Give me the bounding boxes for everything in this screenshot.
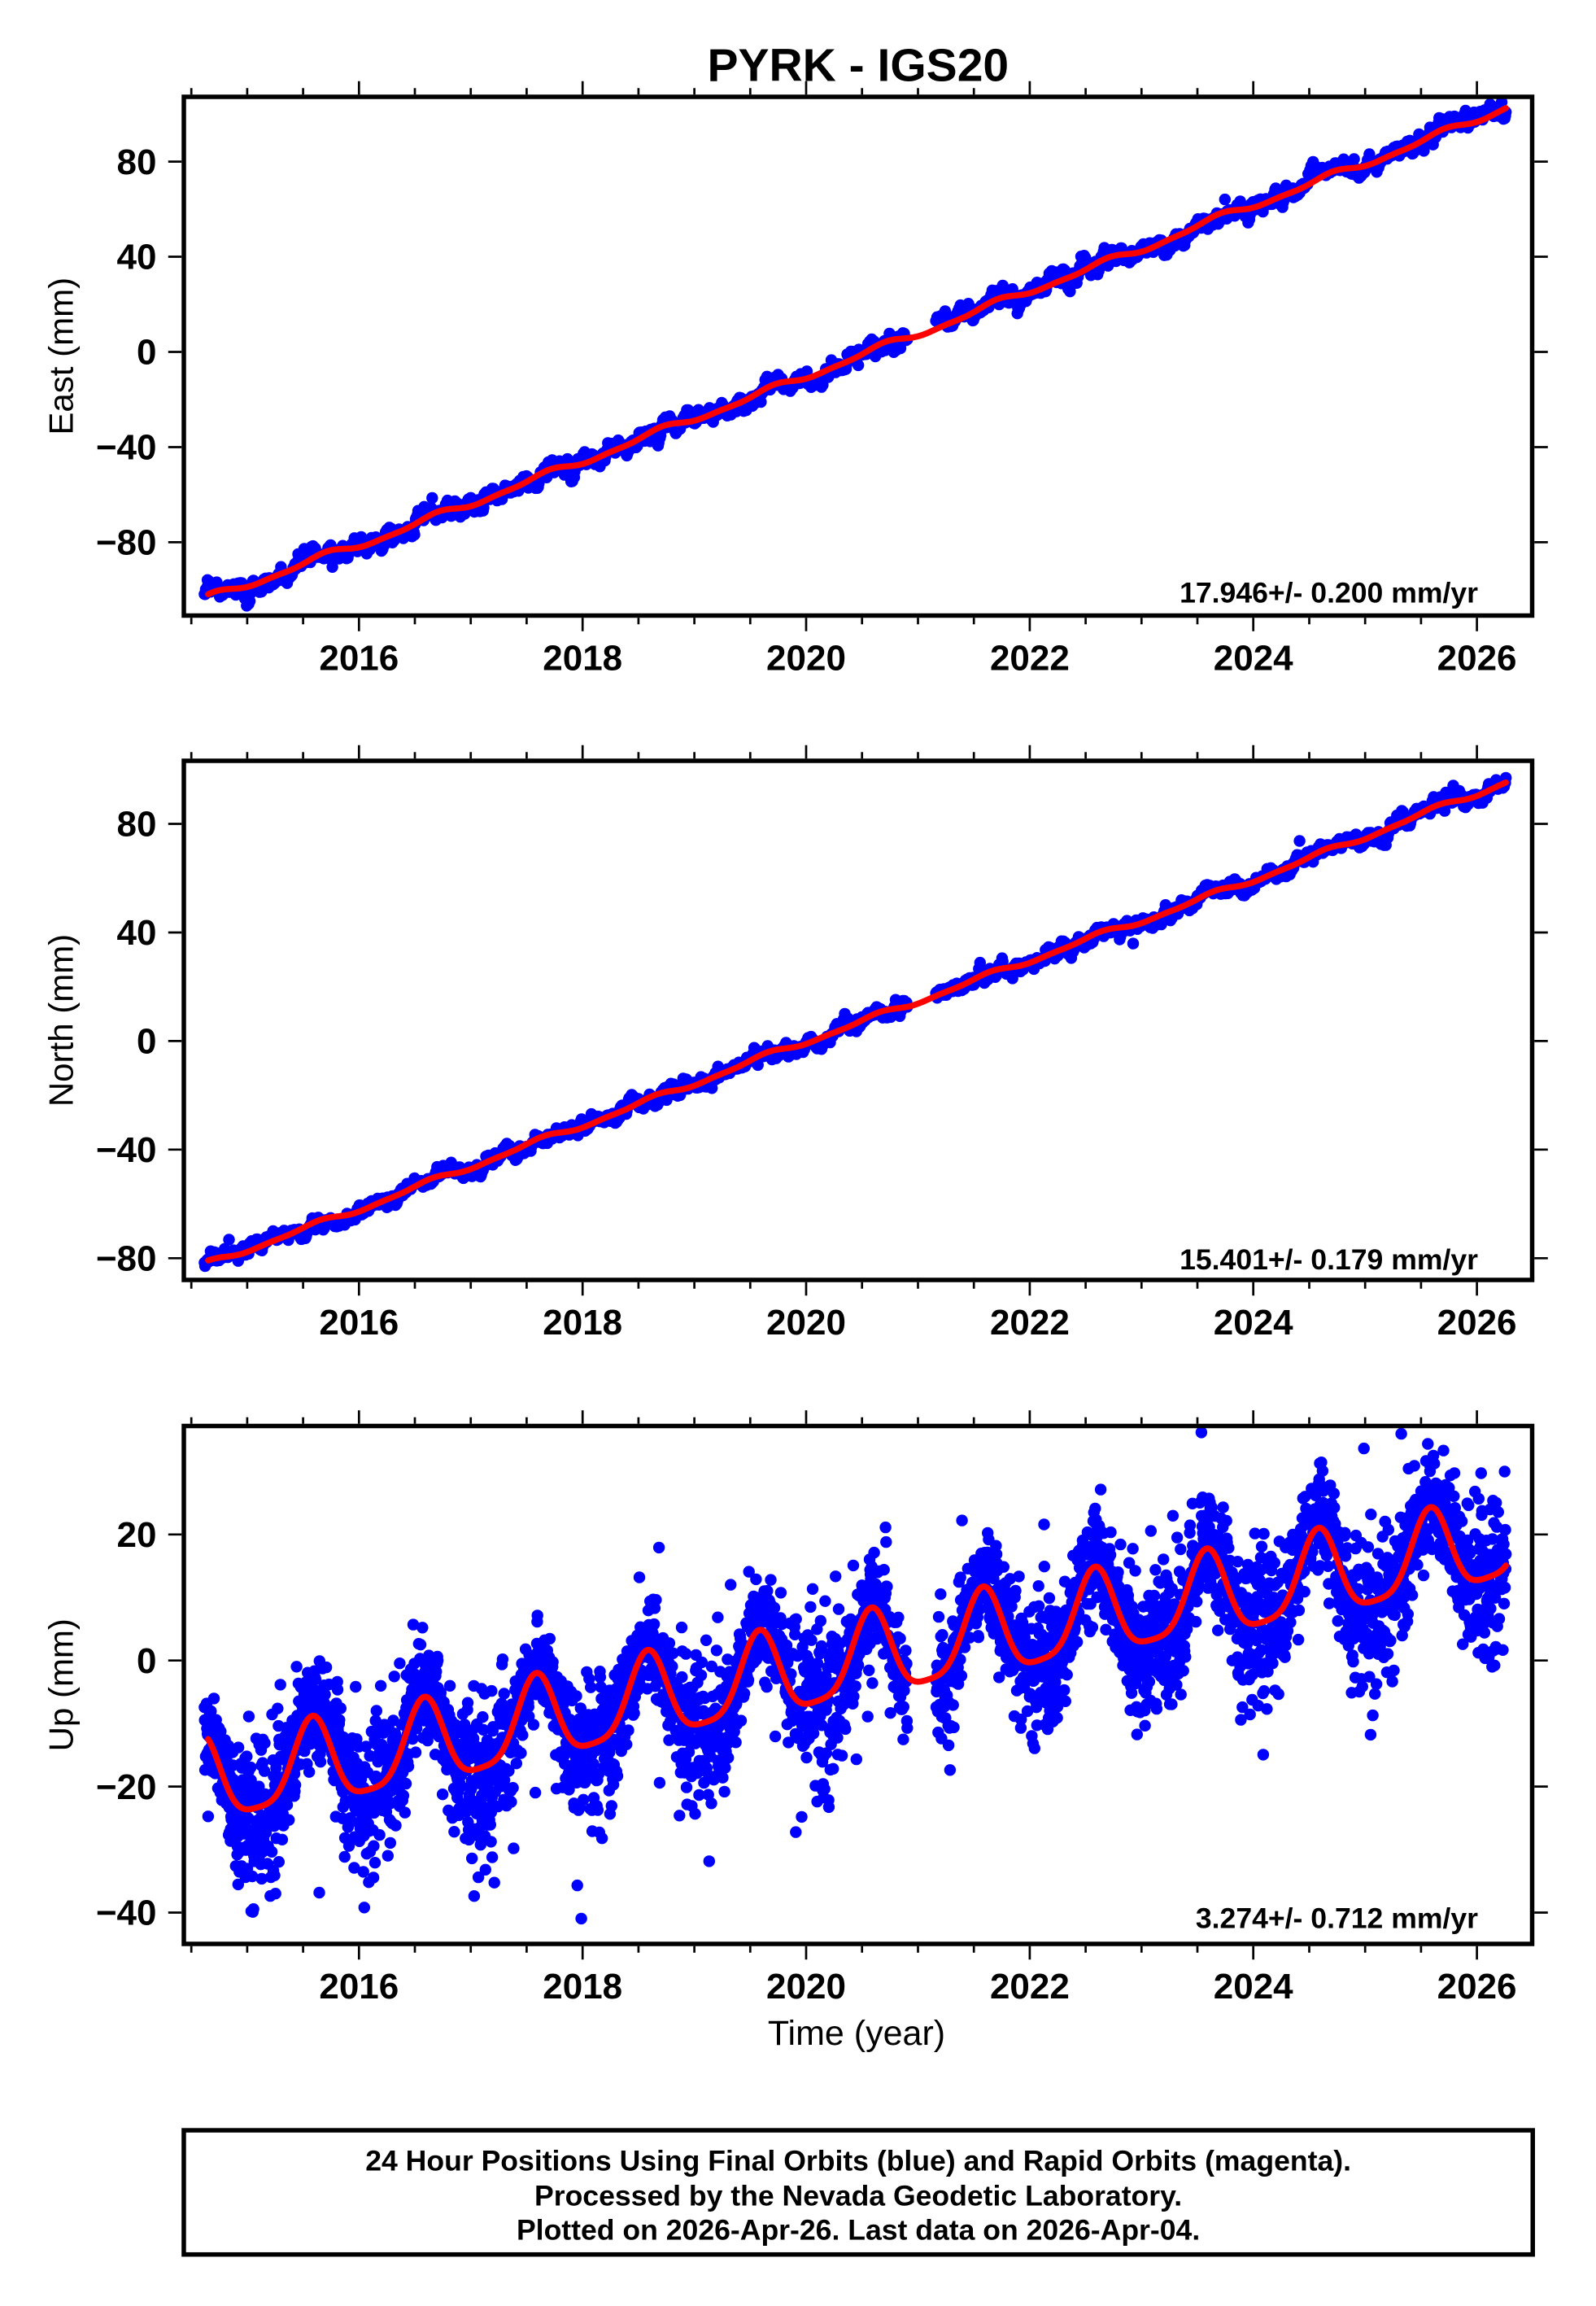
svg-text:2024: 2024 xyxy=(1214,638,1293,678)
svg-text:2020: 2020 xyxy=(766,638,846,678)
svg-text:80: 80 xyxy=(117,805,157,845)
svg-text:−40: −40 xyxy=(96,1893,157,1933)
svg-text:2018: 2018 xyxy=(543,1967,622,2007)
svg-text:−20: −20 xyxy=(96,1767,157,1807)
svg-text:2024: 2024 xyxy=(1214,1967,1293,2007)
svg-text:2022: 2022 xyxy=(990,1967,1070,2007)
svg-text:East (mm): East (mm) xyxy=(42,277,81,435)
svg-text:2018: 2018 xyxy=(543,638,622,678)
svg-text:2016: 2016 xyxy=(319,1303,399,1343)
svg-text:−80: −80 xyxy=(96,523,157,563)
svg-text:2024: 2024 xyxy=(1214,1303,1293,1343)
svg-text:Time (year): Time (year) xyxy=(768,2014,945,2053)
svg-text:2026: 2026 xyxy=(1437,1303,1517,1343)
svg-text:2022: 2022 xyxy=(990,1303,1070,1343)
svg-text:2026: 2026 xyxy=(1437,638,1517,678)
svg-text:0: 0 xyxy=(137,1641,156,1681)
svg-text:40: 40 xyxy=(117,913,157,953)
svg-text:2020: 2020 xyxy=(766,1967,846,2007)
svg-text:3.274+/- 0.712 mm/yr: 3.274+/- 0.712 mm/yr xyxy=(1196,1902,1478,1935)
svg-text:15.401+/- 0.179 mm/yr: 15.401+/- 0.179 mm/yr xyxy=(1180,1243,1478,1276)
svg-text:0: 0 xyxy=(137,1022,156,1062)
svg-text:17.946+/- 0.200 mm/yr: 17.946+/- 0.200 mm/yr xyxy=(1180,576,1478,609)
svg-text:North (mm): North (mm) xyxy=(42,934,81,1107)
svg-text:40: 40 xyxy=(117,238,157,277)
svg-text:2016: 2016 xyxy=(319,638,399,678)
svg-text:−40: −40 xyxy=(96,428,157,468)
svg-text:2022: 2022 xyxy=(990,638,1070,678)
svg-text:−40: −40 xyxy=(96,1130,157,1170)
svg-text:2018: 2018 xyxy=(543,1303,622,1343)
svg-text:0: 0 xyxy=(137,333,156,373)
svg-text:PYRK - IGS20: PYRK - IGS20 xyxy=(707,40,1009,92)
svg-text:2016: 2016 xyxy=(319,1967,399,2007)
svg-text:Plotted on 2026-Apr-26. Last d: Plotted on 2026-Apr-26. Last data on 202… xyxy=(517,2213,1200,2246)
svg-text:Processed by the Nevada Geodet: Processed by the Nevada Geodetic Laborat… xyxy=(534,2179,1182,2212)
svg-text:2026: 2026 xyxy=(1437,1967,1517,2007)
svg-text:24 Hour Positions Using Final: 24 Hour Positions Using Final Orbits (bl… xyxy=(365,2144,1351,2177)
svg-text:20: 20 xyxy=(117,1515,157,1555)
svg-text:−80: −80 xyxy=(96,1238,157,1278)
svg-text:80: 80 xyxy=(117,142,157,182)
svg-text:2020: 2020 xyxy=(766,1303,846,1343)
svg-text:Up (mm): Up (mm) xyxy=(42,1618,81,1751)
